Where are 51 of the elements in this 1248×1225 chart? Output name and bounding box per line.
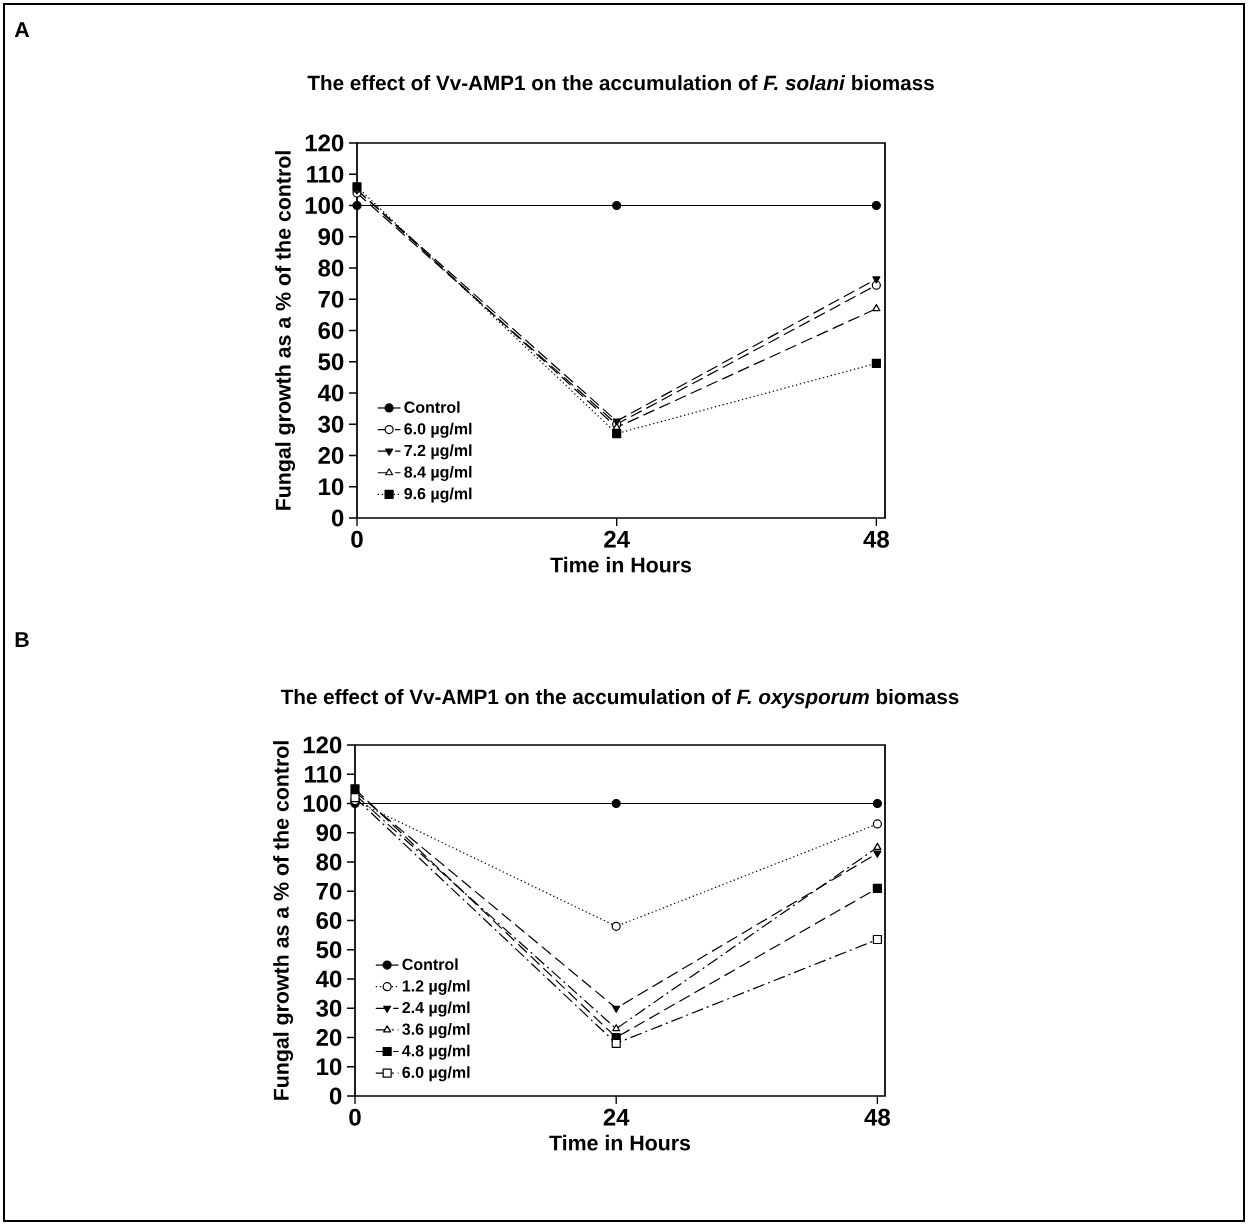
chart-title: The effect of Vv-AMP1 on the accumulation of F. oxysporum biomass (280, 689, 959, 709)
x-axis-title: Time in Hours (549, 1134, 691, 1151)
legend-label: 4.8 µg/ml (402, 1044, 470, 1060)
y-tick-label: 100 (305, 196, 344, 214)
y-tick-label: 20 (316, 1028, 342, 1046)
y-tick-label: 40 (315, 970, 342, 988)
y-tick-label: 50 (318, 353, 344, 371)
y-tick-label: 10 (317, 1058, 342, 1076)
legend-label: 7.2 µg/ml (404, 444, 472, 460)
y-axis-title: Fungal growth as a % of the control (273, 741, 294, 1100)
y-tick-label: 70 (318, 290, 344, 308)
x-axis-title: Time in Hours (550, 556, 692, 573)
y-tick-label: 80 (316, 853, 342, 871)
x-tick-label: 48 (864, 1108, 890, 1126)
y-tick-label: 80 (318, 259, 344, 277)
x-tick-label: 24 (604, 530, 630, 548)
y-tick-label: 70 (316, 882, 342, 900)
y-tick-label: 90 (316, 824, 342, 842)
y-tick-label: 50 (316, 941, 342, 959)
x-tick-label: 48 (863, 530, 889, 548)
y-tick-label: 0 (331, 509, 344, 527)
y-tick-label: 0 (329, 1087, 342, 1105)
x-tick-label: 0 (349, 1108, 361, 1126)
y-tick-label: 40 (317, 384, 344, 402)
y-tick-label: 90 (318, 228, 344, 246)
y-axis-title: Fungal growth as a % of the control (275, 151, 296, 510)
legend-label: Control (404, 401, 460, 413)
y-tick-label: 100 (303, 794, 342, 812)
y-tick-label: 110 (307, 165, 344, 183)
text: A (14, 22, 30, 37)
text: B (15, 632, 29, 647)
x-tick-label: 24 (603, 1108, 630, 1126)
legend-label: 8.4 µg/ml (404, 465, 472, 481)
y-tick-label: 110 (305, 765, 342, 783)
legend-label: 6.0 µg/ml (404, 422, 472, 438)
y-tick-label: 120 (303, 736, 342, 754)
legend-label: Control (402, 958, 458, 971)
legend-label: 2.4 µg/ml (402, 1001, 470, 1017)
x-tick-label: 0 (351, 530, 363, 548)
y-tick-label: 30 (318, 415, 344, 433)
y-tick-label: 60 (316, 911, 342, 929)
y-tick-label: 60 (318, 321, 344, 339)
chart-title: The effect of Vv-AMP1 on the accumulation of F. solani biomass (307, 75, 934, 91)
legend-label: 3.6 µg/ml (402, 1023, 470, 1039)
y-tick-label: 10 (319, 478, 344, 496)
legend-label: 9.6 µg/ml (404, 487, 472, 503)
legend-label: 1.2 µg/ml (402, 979, 470, 995)
y-tick-label: 120 (305, 134, 344, 152)
legend-label: 6.0 µg/ml (402, 1066, 470, 1082)
y-tick-label: 20 (318, 446, 344, 464)
y-tick-label: 30 (316, 999, 342, 1017)
